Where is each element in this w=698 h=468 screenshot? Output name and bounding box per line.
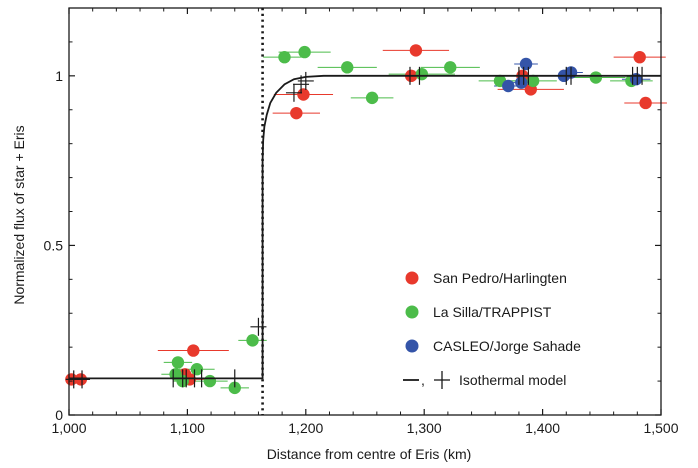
x-tick-label: 1,500 bbox=[643, 420, 678, 436]
data-point bbox=[298, 45, 311, 59]
model-cross bbox=[411, 66, 428, 85]
axes: 1,000 1,100 1,200 1,300 1,400 1,500 0 0.5 1 bbox=[44, 7, 679, 436]
model-cross bbox=[634, 66, 651, 85]
data-point bbox=[278, 50, 291, 64]
data-point bbox=[341, 61, 354, 74]
data-point bbox=[409, 44, 423, 57]
x-tick-label: 1,100 bbox=[170, 420, 205, 436]
x-tick-label: 1,200 bbox=[288, 420, 323, 436]
model-cross bbox=[520, 66, 537, 85]
data-point bbox=[633, 50, 646, 64]
legend: San Pedro/Harlingten La Silla/TRAPPIST CAS… bbox=[403, 270, 581, 389]
legend-label: San Pedro/Harlingten bbox=[433, 270, 567, 286]
data-point bbox=[415, 67, 429, 81]
data-point bbox=[629, 73, 643, 86]
legend-label: Isothermal model bbox=[459, 372, 566, 388]
data-point bbox=[589, 71, 603, 84]
model-cross bbox=[285, 83, 302, 102]
data-point bbox=[187, 344, 200, 357]
model-cross bbox=[74, 370, 91, 389]
legend-marker bbox=[405, 271, 419, 285]
data-point bbox=[519, 57, 533, 71]
data-point bbox=[639, 96, 652, 110]
model-cross bbox=[226, 369, 243, 388]
x-tick-label: 1,300 bbox=[407, 420, 442, 436]
legend-comma: , bbox=[421, 372, 425, 388]
model-curve bbox=[69, 74, 661, 380]
data-point bbox=[203, 374, 217, 388]
model-cross bbox=[297, 71, 314, 90]
legend-marker bbox=[405, 339, 419, 353]
data-point bbox=[228, 381, 241, 395]
model-cross bbox=[563, 66, 580, 85]
model-cross bbox=[193, 369, 210, 388]
data-point bbox=[297, 88, 310, 101]
data-point bbox=[246, 334, 259, 347]
x-axis-label: Distance from centre of Eris (km) bbox=[267, 446, 472, 462]
y-tick-label: 0.5 bbox=[44, 237, 64, 253]
x-tick-label: 1,400 bbox=[525, 420, 560, 436]
data-point bbox=[290, 106, 303, 120]
data-point bbox=[444, 61, 457, 74]
x-tick-label: 1,000 bbox=[51, 420, 86, 436]
legend-label: La Silla/TRAPPIST bbox=[433, 304, 552, 320]
y-tick-label: 1 bbox=[55, 68, 63, 84]
data-point bbox=[526, 74, 540, 88]
data-point bbox=[190, 363, 204, 376]
data-point bbox=[515, 76, 528, 89]
legend-label: CASLEO/Jorge Sahade bbox=[433, 338, 581, 354]
data-point bbox=[171, 356, 185, 369]
y-tick-label: 0 bbox=[55, 407, 63, 423]
legend-marker bbox=[405, 305, 419, 319]
data-point bbox=[365, 91, 379, 105]
y-axis-label: Normalized flux of star + Eris bbox=[11, 125, 27, 304]
data-point bbox=[502, 79, 515, 93]
model-cross bbox=[250, 317, 267, 336]
